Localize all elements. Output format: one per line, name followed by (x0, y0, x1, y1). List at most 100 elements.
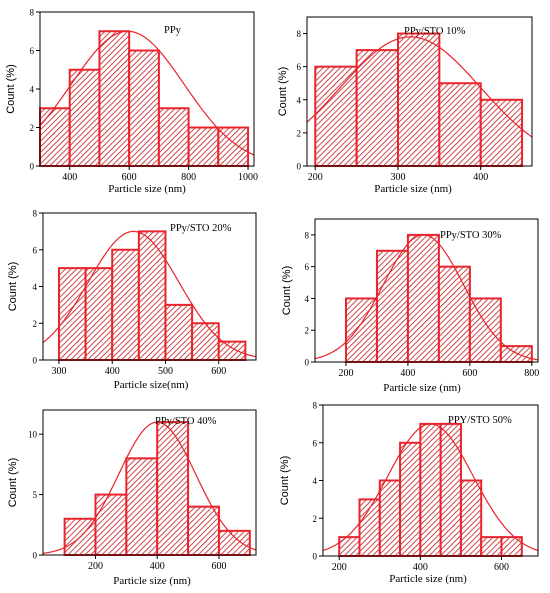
y-tick-label: 4 (297, 95, 302, 105)
gaussian-fit-curve (42, 421, 257, 554)
y-tick-label: 8 (33, 209, 38, 219)
x-tick-label: 500 (158, 366, 173, 377)
histogram-bar (217, 340, 247, 361)
x-tick-label: 300 (51, 366, 66, 377)
histogram-bar (157, 107, 190, 167)
y-axis-label: Count (%) (277, 67, 289, 117)
y-axis-label: Count (%) (7, 262, 19, 312)
histogram-panel-3: 300 400 500 600 0 2 4 6 8 PPy/STO 20% Particle siz… (7, 209, 257, 391)
y-axis-label: Count (%) (5, 64, 17, 114)
y-tick-label: 8 (297, 29, 302, 39)
x-tick-label: 400 (413, 562, 428, 573)
y-tick-label: 8 (30, 8, 35, 18)
panel-title: PPY/STO 50% (448, 415, 512, 426)
histogram-bar (439, 422, 462, 557)
gaussian-fit-curve (306, 36, 533, 138)
x-tick-label: 800 (181, 172, 196, 183)
x-tick-label: 600 (211, 366, 226, 377)
x-axis-label: Particle size (nm) (374, 183, 452, 195)
x-tick-label: 600 (122, 172, 137, 183)
x-tick-label: 400 (473, 172, 488, 183)
histogram-bar (84, 267, 114, 361)
panel-title: PPy/STO 20% (170, 223, 232, 234)
histogram-panel-5: 200 400 600 0 5 10 PPy/STO 40% Particle size (n… (7, 409, 257, 587)
histogram-bar (499, 345, 533, 364)
y-tick-label: 4 (313, 476, 318, 486)
x-tick-label: 400 (105, 366, 120, 377)
y-tick-label: 0 (305, 358, 310, 368)
histogram-bar (128, 49, 160, 167)
y-tick-label: 0 (30, 162, 35, 172)
y-tick-label: 6 (30, 46, 35, 56)
histogram-bar (217, 529, 251, 556)
y-tick-label: 0 (33, 551, 38, 561)
gaussian-fit-curve (42, 230, 257, 358)
panel-title: PPy/STO 40% (155, 416, 217, 427)
histogram-bar (396, 32, 441, 167)
histogram-bar (187, 505, 220, 556)
x-axis-label: Particle size (nm) (389, 573, 467, 585)
histogram-bar (94, 493, 128, 557)
x-tick-label: 200 (88, 561, 103, 572)
y-tick-label: 0 (297, 162, 302, 172)
histogram-panel-1: 400 600 800 1000 0 2 4 6 8 PPy Particle size (nm) C… (5, 8, 258, 196)
x-axis-label: Particle size (nm) (108, 183, 186, 195)
y-tick-label: 2 (297, 128, 302, 138)
y-tick-label: 8 (305, 230, 310, 240)
x-tick-label: 1000 (238, 172, 258, 183)
x-tick-label: 200 (332, 562, 347, 573)
y-tick-label: 0 (33, 356, 38, 366)
y-axis-label: Count (%) (281, 266, 293, 316)
x-tick-label: 600 (462, 368, 477, 379)
y-tick-label: 0 (313, 552, 318, 562)
histogram-bar (459, 479, 483, 557)
histogram-bar (164, 303, 194, 361)
panel-title: PPy/STO 10% (404, 26, 466, 37)
histogram-bar (125, 457, 159, 557)
y-tick-label: 6 (305, 262, 310, 272)
x-tick-label: 400 (150, 561, 165, 572)
y-axis-label: Count (%) (7, 458, 19, 508)
plot-frame (42, 409, 257, 556)
histogram-bar (378, 479, 402, 557)
y-tick-label: 4 (33, 282, 38, 292)
histogram-bar (480, 536, 503, 557)
histogram-bar (137, 230, 167, 361)
x-tick-label: 800 (524, 368, 539, 379)
histogram-bar (419, 422, 442, 557)
gaussian-fit-curve (314, 234, 539, 361)
x-tick-label: 200 (338, 368, 353, 379)
x-tick-label: 400 (400, 368, 415, 379)
histogram-panel-2: 200 300 400 0 2 4 6 8 PPy/STO 10% Particle size (… (277, 16, 533, 195)
histogram-bar (399, 441, 422, 557)
histogram-bar (191, 322, 220, 361)
x-axis-label: Particle size (nm) (383, 382, 461, 394)
histogram-panel-4: 200 400 600 800 0 2 4 6 8 PPy/STO 30% Particle siz… (281, 218, 539, 394)
y-tick-label: 2 (313, 514, 318, 524)
y-tick-label: 2 (33, 319, 38, 329)
panel-title: PPy/STO 30% (440, 230, 502, 241)
y-tick-label: 2 (305, 326, 310, 336)
histogram-bar (406, 233, 440, 363)
gaussian-fit-curve (322, 423, 539, 552)
histogram-bar (111, 248, 140, 361)
histogram-bar (187, 126, 220, 167)
plot-frame (306, 16, 533, 167)
y-tick-label: 4 (305, 294, 310, 304)
histogram-bar (355, 49, 399, 167)
y-tick-label: 4 (30, 85, 35, 95)
histogram-bar (98, 30, 131, 167)
histogram-bar (314, 65, 358, 167)
plot-frame (314, 218, 539, 363)
y-tick-label: 8 (313, 401, 318, 411)
y-tick-label: 6 (313, 438, 318, 448)
histogram-bar (68, 68, 101, 167)
histogram-bar (39, 107, 71, 167)
y-tick-label: 10 (28, 430, 38, 440)
y-tick-label: 5 (33, 490, 38, 500)
x-tick-label: 400 (62, 172, 77, 183)
x-tick-label: 300 (390, 172, 405, 183)
histogram-panel-6: 200 400 600 0 2 4 6 8 PPY/STO 50% Particle size (… (279, 401, 539, 585)
gaussian-fit-curve (39, 30, 255, 156)
